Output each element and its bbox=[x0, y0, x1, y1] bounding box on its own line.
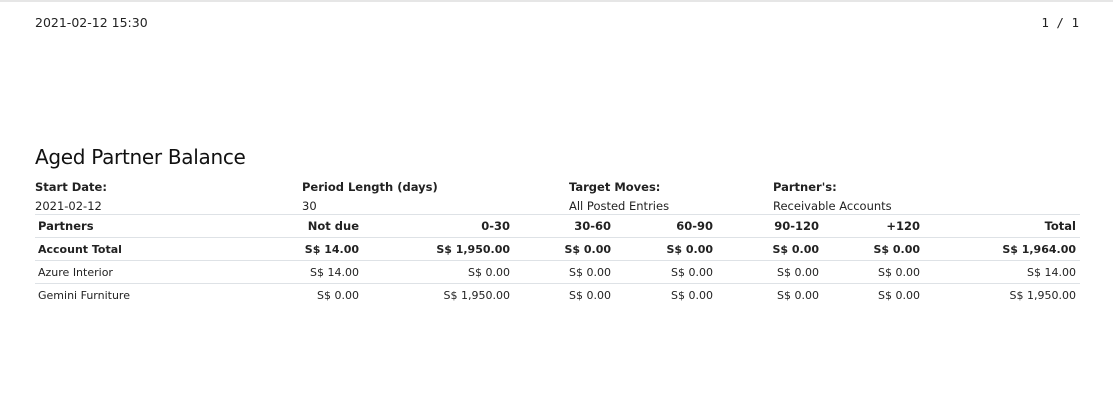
table-cell: S$ 0.00 bbox=[823, 260, 924, 284]
table-cell: S$ 14.00 bbox=[271, 260, 363, 284]
page-indicator: 1 / 1 bbox=[1041, 15, 1079, 30]
table-cell: S$ 14.00 bbox=[924, 260, 1080, 284]
table-cell: S$ 0.00 bbox=[717, 237, 823, 261]
aged-balance-table: Partners Not due 0-30 30-60 60-90 90-120… bbox=[35, 214, 1080, 306]
meta-label: Start Date: bbox=[35, 180, 107, 194]
table-cell: S$ 0.00 bbox=[271, 283, 363, 306]
table-cell: S$ 0.00 bbox=[615, 260, 717, 284]
meta-value: Receivable Accounts bbox=[773, 199, 892, 213]
column-header: Total bbox=[924, 214, 1080, 238]
table-cell: Account Total bbox=[35, 237, 271, 261]
table-cell: S$ 1,950.00 bbox=[924, 283, 1080, 306]
meta-label: Period Length (days) bbox=[302, 180, 438, 194]
table-row: Azure Interior S$ 14.00 S$ 0.00 S$ 0.00 … bbox=[35, 260, 1080, 284]
table-cell: S$ 0.00 bbox=[615, 283, 717, 306]
table-cell: S$ 0.00 bbox=[514, 283, 615, 306]
column-header: 90-120 bbox=[717, 214, 823, 238]
column-header: Not due bbox=[271, 214, 363, 238]
column-header: 0-30 bbox=[363, 214, 514, 238]
table-cell: S$ 1,964.00 bbox=[924, 237, 1080, 261]
meta-start-date: Start Date: 2021-02-12 bbox=[35, 180, 107, 213]
column-header: Partners bbox=[35, 214, 271, 238]
meta-period-length: Period Length (days) 30 bbox=[302, 180, 438, 213]
column-header: 30-60 bbox=[514, 214, 615, 238]
table-row: Gemini Furniture S$ 0.00 S$ 1,950.00 S$ … bbox=[35, 283, 1080, 306]
top-divider bbox=[0, 0, 1113, 2]
table-cell: S$ 0.00 bbox=[823, 237, 924, 261]
table-cell: S$ 0.00 bbox=[363, 260, 514, 284]
meta-value: 30 bbox=[302, 199, 317, 213]
column-header: +120 bbox=[823, 214, 924, 238]
table-cell: S$ 0.00 bbox=[615, 237, 717, 261]
meta-label: Target Moves: bbox=[569, 180, 661, 194]
print-timestamp: 2021-02-12 15:30 bbox=[35, 15, 148, 30]
partner-name: Gemini Furniture bbox=[35, 283, 271, 306]
account-total-row: Account Total S$ 14.00 S$ 1,950.00 S$ 0.… bbox=[35, 237, 1080, 261]
meta-value: All Posted Entries bbox=[569, 199, 670, 213]
table-cell: S$ 0.00 bbox=[717, 283, 823, 306]
table-cell: S$ 0.00 bbox=[823, 283, 924, 306]
partner-name: Azure Interior bbox=[35, 260, 271, 284]
report-title: Aged Partner Balance bbox=[35, 145, 246, 169]
table-cell: S$ 1,950.00 bbox=[363, 237, 514, 261]
table-cell: S$ 0.00 bbox=[514, 260, 615, 284]
column-header: 60-90 bbox=[615, 214, 717, 238]
table-header-row: Partners Not due 0-30 30-60 60-90 90-120… bbox=[35, 214, 1080, 238]
meta-target-moves: Target Moves: All Posted Entries bbox=[569, 180, 669, 213]
table-cell: S$ 0.00 bbox=[717, 260, 823, 284]
meta-partners: Partner's: Receivable Accounts bbox=[773, 180, 892, 213]
meta-value: 2021-02-12 bbox=[35, 199, 102, 213]
meta-label: Partner's: bbox=[773, 180, 837, 194]
table-cell: S$ 0.00 bbox=[514, 237, 615, 261]
table-cell: S$ 1,950.00 bbox=[363, 283, 514, 306]
table-cell: S$ 14.00 bbox=[271, 237, 363, 261]
